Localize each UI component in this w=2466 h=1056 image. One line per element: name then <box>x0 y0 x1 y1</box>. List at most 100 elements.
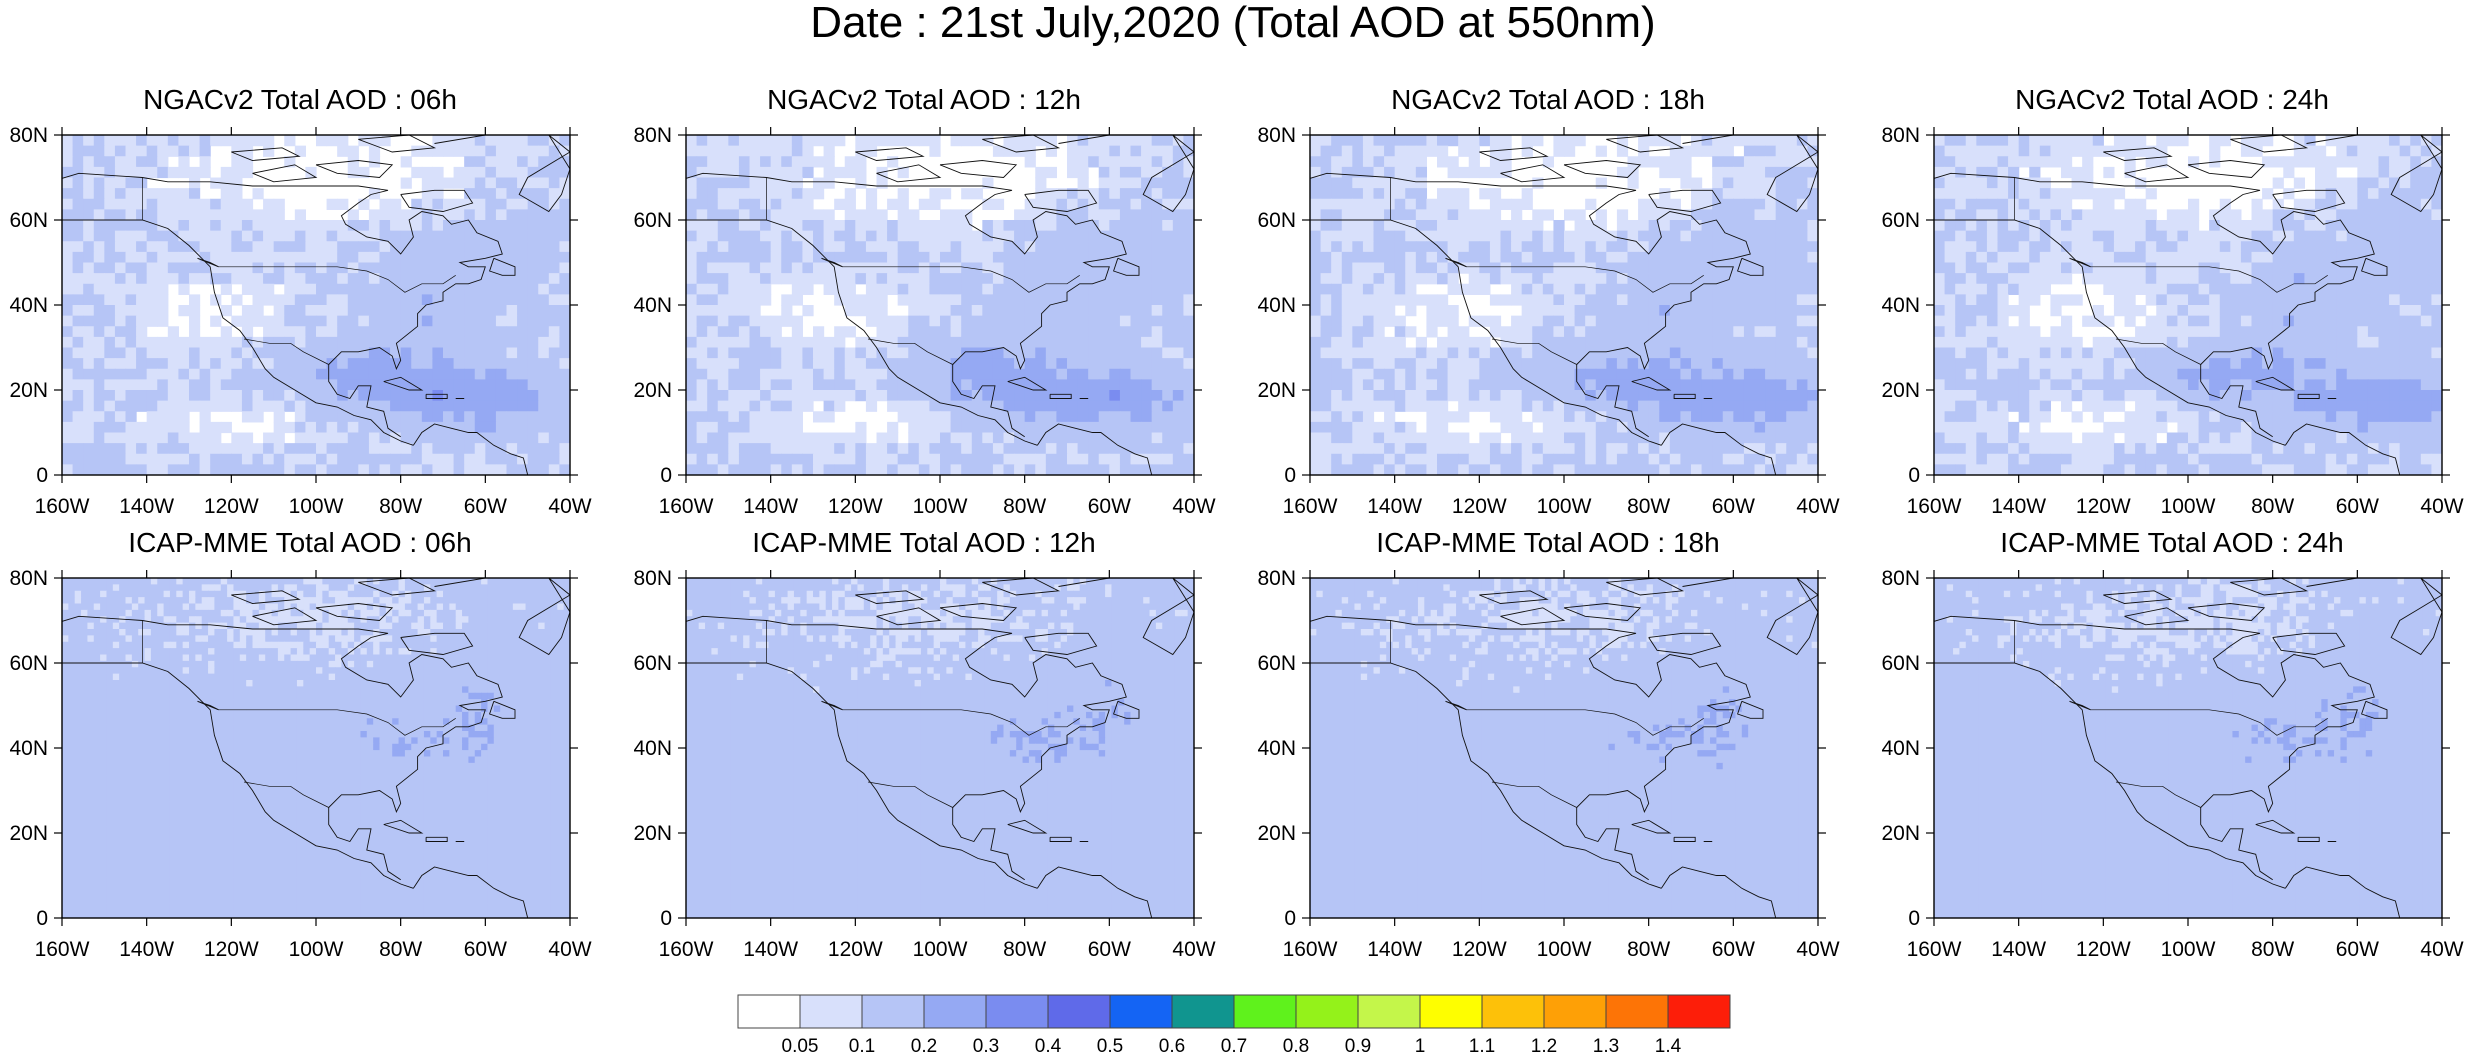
colorbar-swatch <box>737 994 801 1029</box>
lon-tick-label: 60W <box>464 938 507 961</box>
aod-map: 160W 140W 120W 100W 80W 60W 40W 0 20N 40N 60N 80N <box>9 124 591 518</box>
colorbar-swatch <box>1543 994 1607 1029</box>
lat-tick-label: 80N <box>1881 567 1920 590</box>
lat-tick-label: 0 <box>1284 464 1296 487</box>
colorbar-swatch <box>1667 994 1731 1029</box>
colorbar-swatch <box>1171 994 1235 1029</box>
colorbar-label: 0.6 <box>1159 1036 1185 1056</box>
colorbar-swatch <box>1109 994 1173 1029</box>
lat-tick-label: 80N <box>9 567 48 590</box>
lon-tick-label: 100W <box>913 495 968 518</box>
coastlines <box>1934 135 2442 475</box>
panel-title: NGACv2 Total AOD : 24h <box>1872 85 2466 115</box>
panel-title: NGACv2 Total AOD : 12h <box>624 85 1224 115</box>
lon-tick-label: 100W <box>1537 938 1592 961</box>
lon-tick-label: 160W <box>1283 938 1338 961</box>
colorbar-swatch <box>1419 994 1483 1029</box>
lon-tick-label: 160W <box>35 495 90 518</box>
colorbar-label: 0.4 <box>1035 1036 1062 1056</box>
lon-tick-label: 40W <box>548 938 591 961</box>
lat-tick-label: 20N <box>633 379 672 402</box>
lon-tick-label: 120W <box>828 938 883 961</box>
aod-field <box>62 578 570 918</box>
lon-tick-label: 140W <box>743 938 798 961</box>
lon-tick-label: 40W <box>548 495 591 518</box>
lat-tick-label: 20N <box>9 379 48 402</box>
coastlines <box>1310 578 1818 918</box>
map-panel-ngac-12h: NGACv2 Total AOD : 12h 160W 140W 120W 100W 8… <box>624 85 1224 525</box>
lat-tick-label: 80N <box>1257 124 1296 147</box>
aod-field <box>1310 135 1818 475</box>
lon-tick-label: 40W <box>1172 495 1215 518</box>
lon-tick-label: 80W <box>1627 495 1670 518</box>
colorbar-label: 0.05 <box>782 1036 819 1056</box>
panel-title: ICAP-MME Total AOD : 12h <box>624 528 1224 558</box>
colorbar-label: 0.1 <box>849 1036 875 1056</box>
colorbar-swatch <box>1481 994 1545 1029</box>
aod-map: 160W 140W 120W 100W 80W 60W 40W 0 20N 40N 60N 80N <box>633 567 1215 961</box>
aod-map: 160W 140W 120W 100W 80W 60W 40W 0 20N 40N 60N 80N <box>1881 124 2463 518</box>
lat-tick-label: 60N <box>1881 209 1920 232</box>
panel-title: NGACv2 Total AOD : 06h <box>0 85 600 115</box>
lon-tick-label: 60W <box>1088 495 1131 518</box>
lon-tick-label: 140W <box>1367 495 1422 518</box>
lon-tick-label: 140W <box>119 495 174 518</box>
lat-tick-label: 60N <box>1881 652 1920 675</box>
colorbar-label: 0.7 <box>1221 1036 1247 1056</box>
lat-tick-label: 20N <box>1257 379 1296 402</box>
lon-tick-label: 60W <box>1088 938 1131 961</box>
map-panel-icap-12h: ICAP-MME Total AOD : 12h 160W 140W 120W 100… <box>624 528 1224 968</box>
colorbar-label: 1.4 <box>1655 1036 1682 1056</box>
lon-tick-label: 140W <box>119 938 174 961</box>
map-panel-ngac-18h: NGACv2 Total AOD : 18h 160W 140W 120W 100W 8… <box>1248 85 1848 525</box>
lon-tick-label: 100W <box>1537 495 1592 518</box>
lon-tick-label: 100W <box>2161 938 2216 961</box>
lon-tick-label: 120W <box>1452 495 1507 518</box>
aod-map: 160W 140W 120W 100W 80W 60W 40W 0 20N 40N 60N 80N <box>633 124 1215 518</box>
lat-tick-label: 80N <box>9 124 48 147</box>
lat-tick-label: 80N <box>633 567 672 590</box>
map-panel-icap-06h: ICAP-MME Total AOD : 06h 160W 140W 120W 100… <box>0 528 600 968</box>
lat-tick-label: 40N <box>1257 294 1296 317</box>
lon-tick-label: 100W <box>913 938 968 961</box>
coastlines <box>62 135 570 475</box>
coastlines <box>1934 578 2442 918</box>
aod-field <box>1934 135 2442 475</box>
lon-tick-label: 120W <box>828 495 883 518</box>
lat-tick-label: 80N <box>1257 567 1296 590</box>
colorbar-label: 0.3 <box>973 1036 999 1056</box>
colorbar-label: 0.5 <box>1097 1036 1123 1056</box>
lon-tick-label: 160W <box>659 938 714 961</box>
aod-field <box>686 578 1194 918</box>
lon-tick-label: 100W <box>2161 495 2216 518</box>
lat-tick-label: 0 <box>1908 907 1920 930</box>
lat-tick-label: 60N <box>1257 652 1296 675</box>
colorbar-label: 1 <box>1415 1036 1426 1056</box>
colorbar-swatch <box>985 994 1049 1029</box>
map-panel-ngac-06h: NGACv2 Total AOD : 06h 160W 140W 120W 100W 8… <box>0 85 600 525</box>
lon-tick-label: 100W <box>289 495 344 518</box>
aod-map: 160W 140W 120W 100W 80W 60W 40W 0 20N 40N 60N 80N <box>1257 124 1839 518</box>
map-panel-icap-24h: ICAP-MME Total AOD : 24h 160W 140W 120W 100… <box>1872 528 2466 968</box>
lon-tick-label: 60W <box>1712 495 1755 518</box>
lon-tick-label: 60W <box>2336 938 2379 961</box>
colorbar-swatch <box>1357 994 1421 1029</box>
lon-tick-label: 140W <box>1367 938 1422 961</box>
lon-tick-label: 80W <box>379 938 422 961</box>
colorbar-label: 0.9 <box>1345 1036 1371 1056</box>
lat-tick-label: 80N <box>633 124 672 147</box>
colorbar-swatch <box>861 994 925 1029</box>
lon-tick-label: 140W <box>743 495 798 518</box>
lat-tick-label: 60N <box>633 209 672 232</box>
lon-tick-label: 40W <box>1796 938 1839 961</box>
lat-tick-label: 20N <box>1257 822 1296 845</box>
lat-tick-label: 20N <box>1881 379 1920 402</box>
lon-tick-label: 120W <box>204 938 259 961</box>
lon-tick-label: 120W <box>204 495 259 518</box>
colorbar-swatch <box>799 994 863 1029</box>
coastlines <box>1310 135 1818 475</box>
coastlines <box>62 578 570 918</box>
lon-tick-label: 40W <box>2420 495 2463 518</box>
aod-map: 160W 140W 120W 100W 80W 60W 40W 0 20N 40N 60N 80N <box>1257 567 1839 961</box>
lat-tick-label: 20N <box>633 822 672 845</box>
